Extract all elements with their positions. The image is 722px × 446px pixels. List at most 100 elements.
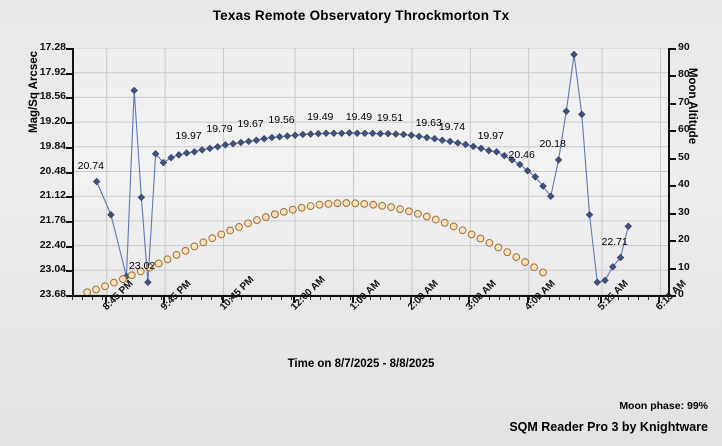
y-axis-right-tick: 70: [678, 95, 690, 108]
data-point-label: 20.46: [508, 148, 535, 161]
data-point-label: 19.74: [438, 120, 466, 133]
minor-tick-mark: [538, 297, 540, 300]
tick-mark: [468, 297, 471, 303]
minor-tick-mark: [360, 297, 362, 300]
minor-tick-mark: [101, 297, 103, 300]
data-point-label: 19.49: [345, 111, 373, 124]
y-axis-right-tick: 50: [678, 150, 690, 163]
y-axis-left-tick: 22.40: [39, 238, 66, 251]
y-axis-left-tick: 23.04: [39, 263, 66, 276]
tick-mark: [221, 297, 224, 303]
minor-tick-mark: [270, 297, 272, 300]
data-point-label: 19.79: [206, 122, 233, 135]
y-axis-left-tick: 17.92: [39, 65, 66, 78]
y-axis-right-tick: 30: [678, 205, 690, 218]
minor-tick-mark: [131, 297, 133, 300]
minor-tick-mark: [528, 297, 530, 300]
data-point-label: 23.02: [128, 260, 156, 273]
chart-canvas: [74, 48, 670, 295]
minor-tick-mark: [91, 297, 93, 300]
tick-mark: [670, 240, 676, 243]
minor-tick-mark: [588, 297, 590, 300]
y-axis-right-tick: 80: [678, 68, 690, 81]
x-axis-title: Time on 8/7/2025 - 8/8/2025: [287, 358, 435, 370]
minor-tick-mark: [121, 297, 123, 300]
minor-tick-mark: [409, 297, 411, 300]
minor-tick-mark: [290, 297, 292, 300]
tick-mark: [66, 146, 72, 149]
tick-mark: [66, 48, 72, 50]
minor-tick-mark: [300, 297, 302, 300]
minor-tick-mark: [429, 297, 431, 300]
minor-tick-mark: [211, 297, 213, 300]
tick-mark: [66, 97, 72, 100]
y-axis-left-tick: 21.12: [39, 189, 66, 202]
y-axis-right-tick: 20: [678, 233, 690, 246]
minor-tick-mark: [399, 297, 401, 300]
minor-tick-mark: [548, 297, 550, 300]
y-axis-left-tick: 19.20: [39, 115, 66, 128]
minor-tick-mark: [638, 297, 640, 300]
y-axis-left-tick: 21.76: [39, 213, 66, 226]
minor-tick-mark: [499, 297, 501, 300]
tick-mark: [670, 102, 676, 105]
page-title: Texas Remote Observatory Throckmorton Tx: [212, 8, 510, 23]
minor-tick-mark: [439, 297, 441, 300]
minor-tick-mark: [449, 297, 451, 300]
y-axis-left-tick: 20.48: [39, 164, 66, 177]
minor-tick-mark: [618, 297, 620, 300]
y-axis-left-tick: 19.84: [39, 139, 66, 152]
data-point-label: 22.71: [601, 235, 628, 248]
minor-tick-mark: [628, 297, 630, 300]
minor-tick-mark: [260, 297, 262, 300]
data-point-label: 19.97: [175, 129, 202, 142]
tick-mark: [670, 75, 676, 78]
right-axis-line: [668, 48, 670, 295]
minor-tick-mark: [558, 297, 560, 300]
minor-tick-mark: [111, 297, 113, 300]
tick-mark: [670, 130, 676, 133]
minor-tick-mark: [568, 297, 570, 300]
data-point-label: 20.74: [77, 159, 104, 172]
minor-tick-mark: [608, 297, 610, 300]
minor-tick-mark: [658, 297, 660, 300]
minor-tick-mark: [141, 297, 143, 300]
y-axis-right-tick: 0: [678, 288, 684, 300]
minor-tick-mark: [479, 297, 481, 300]
data-point-label: 19.63: [415, 116, 442, 129]
minor-tick-mark: [72, 297, 73, 300]
tick-mark: [670, 295, 676, 297]
y-axis-right-tick: 40: [678, 178, 690, 191]
minor-tick-mark: [161, 297, 163, 300]
minor-tick-mark: [230, 297, 232, 300]
minor-tick-mark: [419, 297, 421, 300]
minor-tick-mark: [578, 297, 580, 300]
minor-tick-mark: [489, 297, 491, 300]
minor-tick-mark: [171, 297, 173, 300]
tick-mark: [66, 245, 72, 248]
minor-tick-mark: [191, 297, 193, 300]
minor-tick-mark: [151, 297, 153, 300]
tick-mark: [66, 220, 72, 223]
tick-mark: [351, 297, 354, 303]
tick-mark: [66, 171, 72, 174]
tick-mark: [670, 157, 676, 160]
y-axis-right-tick: 10: [678, 260, 690, 273]
minor-tick-mark: [221, 297, 222, 300]
minor-tick-mark: [370, 297, 371, 300]
minor-tick-mark: [330, 297, 332, 300]
tick-mark: [670, 212, 676, 215]
tick-mark: [526, 297, 529, 303]
minor-tick-mark: [310, 297, 312, 300]
minor-tick-mark: [350, 297, 352, 300]
minor-tick-mark: [250, 297, 252, 300]
y-axis-left-tick: 18.56: [39, 90, 66, 103]
data-point-label: 19.51: [376, 112, 404, 125]
tick-mark: [66, 270, 72, 273]
y-axis-left-tick: 23.68: [39, 288, 66, 300]
tick-mark: [293, 297, 296, 303]
minor-tick-mark: [668, 297, 669, 300]
minor-tick-mark: [519, 297, 520, 300]
minor-tick-mark: [280, 297, 282, 300]
tick-mark: [104, 297, 107, 303]
